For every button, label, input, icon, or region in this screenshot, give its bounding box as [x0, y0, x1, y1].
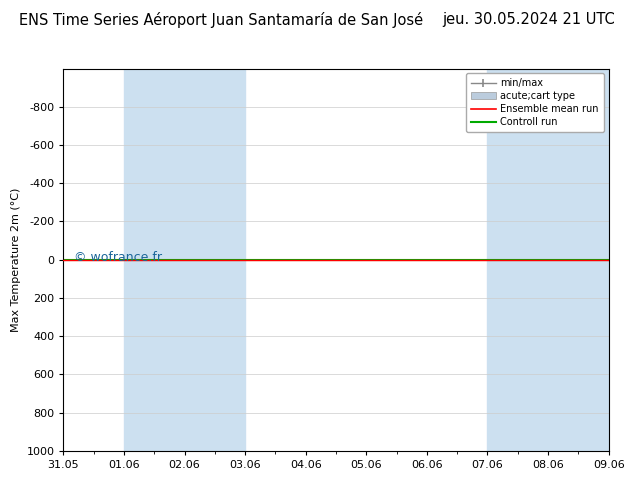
Bar	[488, 69, 548, 451]
Bar	[184, 69, 245, 451]
Y-axis label: Max Temperature 2m (°C): Max Temperature 2m (°C)	[11, 188, 21, 332]
Bar	[124, 69, 184, 451]
Text: jeu. 30.05.2024 21 UTC: jeu. 30.05.2024 21 UTC	[443, 12, 615, 27]
Bar	[548, 69, 609, 451]
Text: ENS Time Series Aéroport Juan Santamaría de San José: ENS Time Series Aéroport Juan Santamaría…	[19, 12, 423, 28]
Text: © wofrance.fr: © wofrance.fr	[74, 251, 162, 264]
Legend: min/max, acute;cart type, Ensemble mean run, Controll run: min/max, acute;cart type, Ensemble mean …	[467, 74, 604, 132]
